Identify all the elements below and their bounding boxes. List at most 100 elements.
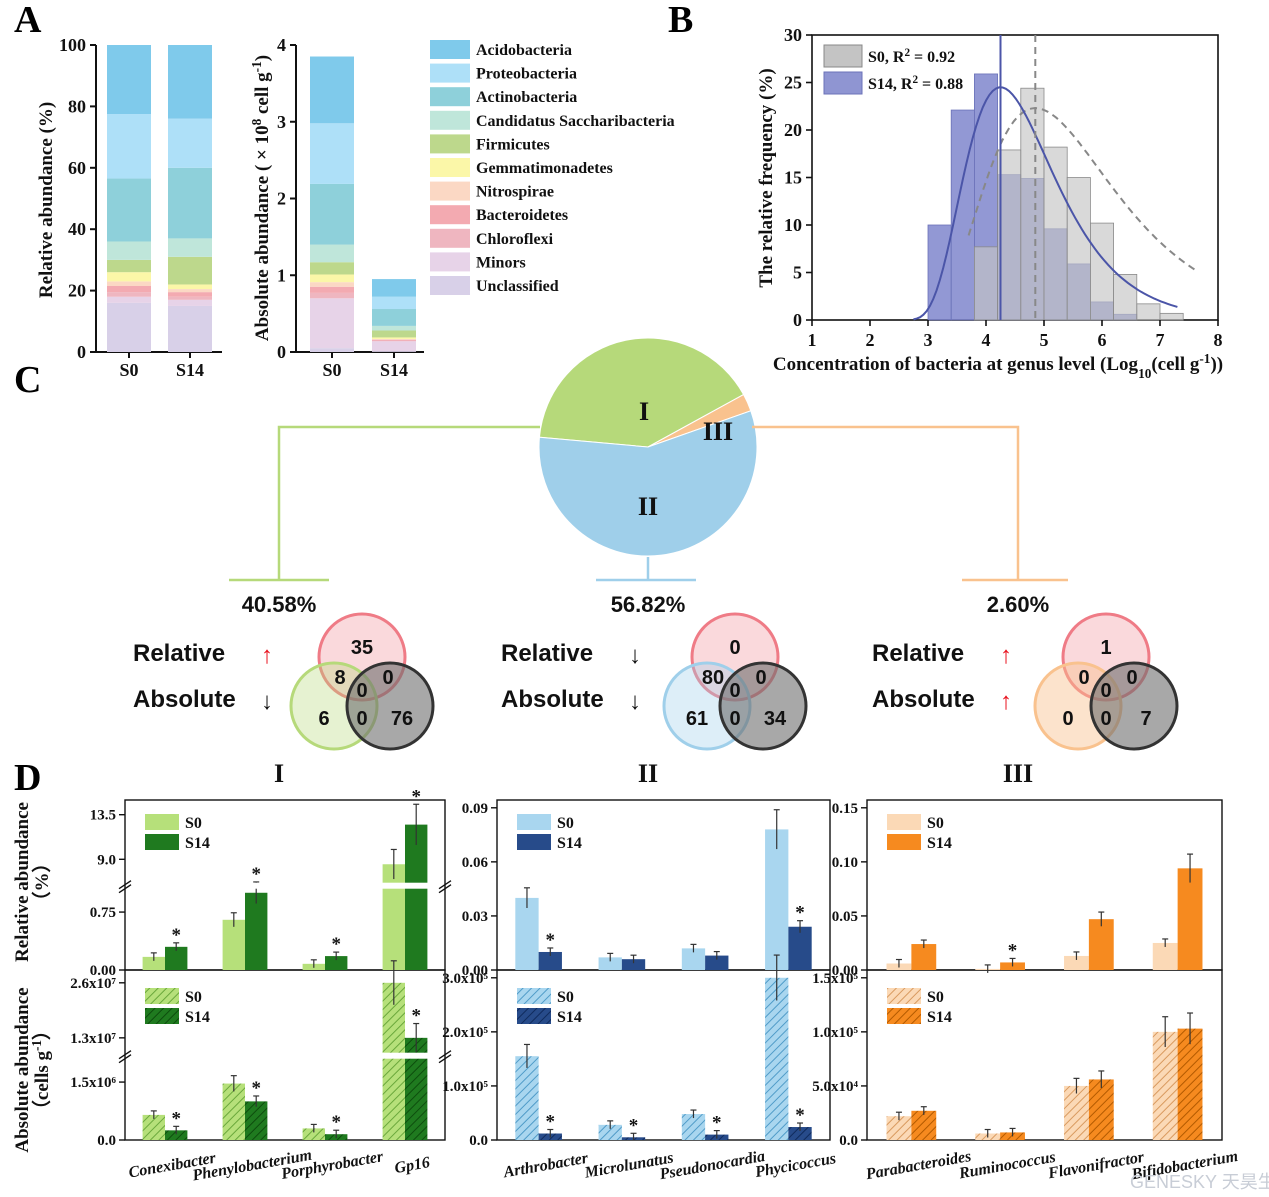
significance-star: * xyxy=(331,934,341,955)
venn-count-top: 0 xyxy=(729,637,740,659)
x-tick-label: 7 xyxy=(1156,330,1165,350)
relative-arrow: ↓ xyxy=(629,642,641,669)
legend-label-s0: S0 xyxy=(557,815,574,832)
y-axis-label-part-4: ) xyxy=(252,55,273,61)
legend-label: Bacteroidetes xyxy=(476,207,568,224)
abs-bar-s0 xyxy=(681,1114,706,1140)
legend-label-s0: S0 xyxy=(927,989,944,1006)
legend-label: Firmicutes xyxy=(476,136,550,153)
legend-swatch-s0 xyxy=(145,814,179,830)
taxon-label: Phycicoccus xyxy=(753,1150,837,1181)
rel-bar-s14 xyxy=(1088,919,1114,970)
significance-star: * xyxy=(795,1105,805,1126)
y-axis-label: Absolute abundance ( × 108 cell g-1) xyxy=(249,55,274,341)
abs-y-tick-label: 1.0x10⁵ xyxy=(442,1079,488,1095)
bar-segment xyxy=(310,56,354,124)
taxon-label: Gp16 xyxy=(393,1154,431,1177)
rel-bar-s0 xyxy=(681,948,706,970)
axis-break-mark xyxy=(118,1054,132,1064)
bar-segment xyxy=(310,183,354,245)
absolute-label: Absolute xyxy=(872,686,975,713)
x-tick-label: S0 xyxy=(322,360,341,380)
x-axis-label-part-2: (cell g xyxy=(1151,354,1200,375)
y-axis-label-part-2: cell g xyxy=(252,72,273,119)
venn-count-bottom-middle: 0 xyxy=(729,708,740,730)
abs-bar-s0 xyxy=(1064,1085,1089,1140)
abs-bar-s0 xyxy=(765,977,789,1140)
abs-bar-s0 xyxy=(598,1124,622,1140)
subpanel-groupIII: 0.00 0.05 0.10 0.15 0.0 5.0x10⁴ 1.0x10⁵ 1.5x10⁵… xyxy=(812,799,1239,1183)
venn-count-top-right: 0 xyxy=(382,667,393,689)
significance-star: * xyxy=(1008,940,1018,961)
bar-segment xyxy=(310,244,354,263)
bar-segment xyxy=(107,285,151,293)
rel-bar-s14 xyxy=(621,959,646,970)
y-tick-label: 20 xyxy=(68,281,86,301)
x-tick-label: 6 xyxy=(1098,330,1107,350)
legend-label-s14: S14 xyxy=(927,835,952,852)
significance-star: * xyxy=(251,864,261,885)
rel-y-tick-label: 9.0 xyxy=(97,852,116,868)
legend-swatch-s14 xyxy=(823,71,863,95)
significance-star: * xyxy=(795,903,805,924)
bar-segment xyxy=(310,286,354,293)
bar-segment xyxy=(168,45,212,119)
subpanel-groupII: 0.00 0.03 0.06 0.09 0.0 1.0x10⁵ 2.0x10⁵ 3.0x10⁵… xyxy=(442,799,837,1183)
bar-segment xyxy=(310,298,354,349)
pie-label-II: II xyxy=(638,492,658,521)
legend-label: Candidatus Saccharibacteria xyxy=(476,113,675,130)
group-percent: 56.82% xyxy=(611,592,686,617)
x-tick-label: 1 xyxy=(808,330,817,350)
significance-star: * xyxy=(546,1112,556,1133)
bar-segment xyxy=(372,279,416,297)
group-title: II xyxy=(638,759,658,788)
legend-label: Nitrospirae xyxy=(476,184,554,201)
rel-y-tick-label: 0.05 xyxy=(832,909,858,925)
venn-count-top: 1 xyxy=(1100,637,1111,659)
venn-circle-right xyxy=(1089,661,1179,751)
venn-circle-right xyxy=(345,661,435,751)
rel-bar-s14 xyxy=(1177,868,1203,970)
legend-label-s0: S0, R2 = 0.92 xyxy=(868,47,955,66)
y-tick-label: 60 xyxy=(68,158,86,178)
rel-bar-s0 xyxy=(598,957,622,970)
rel-bar-s0 xyxy=(142,956,165,970)
axis-break-mark xyxy=(118,880,132,890)
legend-label: Actinobacteria xyxy=(476,89,577,106)
legend-swatch-s0-hatched xyxy=(145,988,179,1004)
y-axis-label: The relative frequency (%) xyxy=(756,68,777,287)
legend-swatch xyxy=(430,252,470,272)
abs-bar-s0 xyxy=(886,1116,912,1140)
abs-y-tick-label: 1.5x10⁵ xyxy=(812,971,858,987)
relative-label: Relative xyxy=(133,640,225,667)
relative-arrow: ↑ xyxy=(1000,642,1012,669)
abs-ylabel: Absolute abundance xyxy=(12,987,33,1152)
bar-segment xyxy=(372,337,416,339)
abs-y-tick-label: 0.0 xyxy=(97,1133,116,1149)
x-tick-label: 5 xyxy=(1040,330,1049,350)
rel-bar-s0 xyxy=(382,864,405,970)
bar-segment xyxy=(372,341,416,352)
pie-label-I: I xyxy=(639,397,649,426)
bar-segment xyxy=(168,256,212,285)
rel-bar-s14 xyxy=(538,951,562,970)
y-axis-label-part-1: 8 xyxy=(249,118,264,125)
bar-segment xyxy=(168,238,212,257)
venn-count-top-left: 80 xyxy=(702,667,724,689)
bar-s14 xyxy=(927,224,952,321)
rel-bar-s14 xyxy=(165,946,188,970)
bar-segment xyxy=(107,114,151,179)
rel-y-tick-label: 0.00 xyxy=(90,963,116,979)
bar-s0 xyxy=(1066,177,1091,321)
group-title: I xyxy=(274,759,284,788)
x-axis-label-part-1: 10 xyxy=(1138,366,1152,381)
legend-label-s14: S14, R2 = 0.88 xyxy=(868,74,963,93)
venn-count-center: 0 xyxy=(729,680,740,702)
legend-swatch-s14 xyxy=(145,834,179,850)
absolute-arrow: ↑ xyxy=(1000,688,1012,715)
pie-label-III: III xyxy=(703,417,733,446)
legend-label: Proteobacteria xyxy=(476,66,577,83)
abs-ylabel-unit-part-1: -1 xyxy=(29,1040,44,1051)
rel-y-tick-label: 0.10 xyxy=(832,855,858,871)
